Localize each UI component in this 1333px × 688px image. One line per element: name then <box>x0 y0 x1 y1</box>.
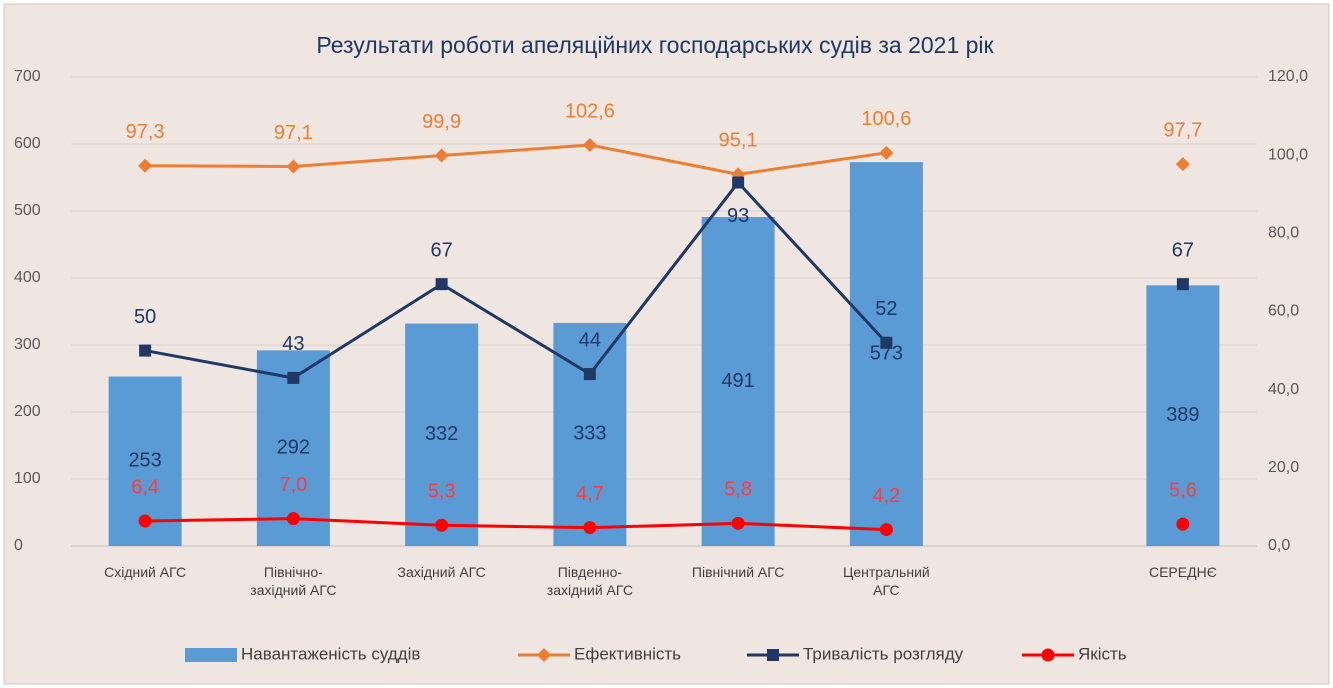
legend-label: Тривалість розгляду <box>803 644 964 663</box>
chart-background <box>3 3 1330 685</box>
bar <box>701 217 775 546</box>
data-label: 50 <box>134 306 156 328</box>
data-label: 4,7 <box>576 483 604 505</box>
marker <box>138 514 152 528</box>
marker <box>1176 517 1190 531</box>
data-label: 332 <box>425 423 458 445</box>
marker <box>1176 278 1189 291</box>
data-label: 292 <box>277 436 310 458</box>
data-label: 44 <box>579 329 601 351</box>
data-label: 100,6 <box>861 108 911 130</box>
x-tick-label: СЕРЕДНЄ <box>1148 564 1217 580</box>
marker <box>731 516 745 530</box>
line <box>144 180 888 380</box>
x-tick-label: Північний АГС <box>691 564 785 580</box>
marker <box>583 368 596 381</box>
line <box>145 517 887 532</box>
marker <box>434 148 449 163</box>
marker <box>435 518 449 532</box>
data-label: 389 <box>1166 404 1199 426</box>
bar <box>849 162 923 546</box>
data-label: 5,8 <box>724 479 752 501</box>
x-tick-label: Східний АГС <box>104 564 187 580</box>
legend-label: Навантаженість суддів <box>241 644 420 663</box>
marker <box>138 158 153 173</box>
y2-tick-label: 60,0 <box>1268 303 1299 320</box>
marker <box>287 371 300 384</box>
data-label: 97,7 <box>1163 119 1202 141</box>
legend-marker <box>767 649 779 661</box>
marker <box>583 521 597 535</box>
data-label: 43 <box>282 333 304 355</box>
data-label: 491 <box>721 370 754 392</box>
data-label: 93 <box>727 205 749 227</box>
y-tick-label: 400 <box>14 269 41 286</box>
marker <box>880 336 893 349</box>
data-label: 6,4 <box>131 476 159 498</box>
bar <box>1146 285 1220 546</box>
data-label: 67 <box>431 239 453 261</box>
data-label: 7,0 <box>279 474 307 496</box>
y-tick-label: 0 <box>14 537 23 554</box>
y2-tick-label: 120,0 <box>1268 68 1308 85</box>
y-tick-label: 500 <box>14 202 41 219</box>
legend-label: Ефективність <box>574 644 681 663</box>
chart-title: Результати роботи апеляційних господарсь… <box>316 32 994 58</box>
data-label: 97,1 <box>274 122 313 144</box>
y2-tick-label: 0,0 <box>1268 537 1290 554</box>
x-tick-label: Західний АГС <box>397 564 486 580</box>
data-label: 573 <box>870 342 903 364</box>
y-tick-label: 700 <box>14 68 41 85</box>
y-tick-label: 300 <box>14 336 41 353</box>
marker <box>879 145 894 160</box>
data-label: 5,6 <box>1169 479 1197 501</box>
legend-label: Якість <box>1078 644 1127 663</box>
legend-marker <box>537 648 551 662</box>
y2-tick-label: 100,0 <box>1268 146 1308 163</box>
data-label: 67 <box>1172 239 1194 261</box>
data-label: 52 <box>875 298 897 320</box>
data-label: 99,9 <box>422 111 461 133</box>
legend-swatch <box>185 648 237 662</box>
marker <box>879 523 893 537</box>
x-tick-label: Південно-західний АГС <box>546 564 633 598</box>
data-label: 97,3 <box>126 121 165 143</box>
x-tick-label: Центральний АГС <box>843 564 930 598</box>
data-label: 333 <box>573 423 606 445</box>
legend-marker <box>1041 648 1055 662</box>
y-tick-label: 200 <box>14 403 41 420</box>
y-tick-label: 600 <box>14 135 41 152</box>
marker <box>435 278 448 291</box>
marker <box>139 344 152 357</box>
marker <box>1175 157 1190 172</box>
marker <box>732 176 745 189</box>
data-label: 102,6 <box>565 100 615 122</box>
bar <box>405 323 479 546</box>
data-label: 95,1 <box>719 130 758 152</box>
y2-tick-label: 80,0 <box>1268 225 1299 242</box>
line <box>145 143 887 176</box>
marker <box>286 512 300 526</box>
y-tick-label: 100 <box>14 470 41 487</box>
data-label: 5,3 <box>428 481 456 503</box>
x-tick-label: Північно-західний АГС <box>250 564 337 598</box>
marker <box>286 159 301 174</box>
data-label: 253 <box>128 450 161 472</box>
data-label: 4,2 <box>872 485 900 507</box>
y2-tick-label: 40,0 <box>1268 381 1299 398</box>
y2-tick-label: 20,0 <box>1268 459 1299 476</box>
marker <box>582 138 597 153</box>
